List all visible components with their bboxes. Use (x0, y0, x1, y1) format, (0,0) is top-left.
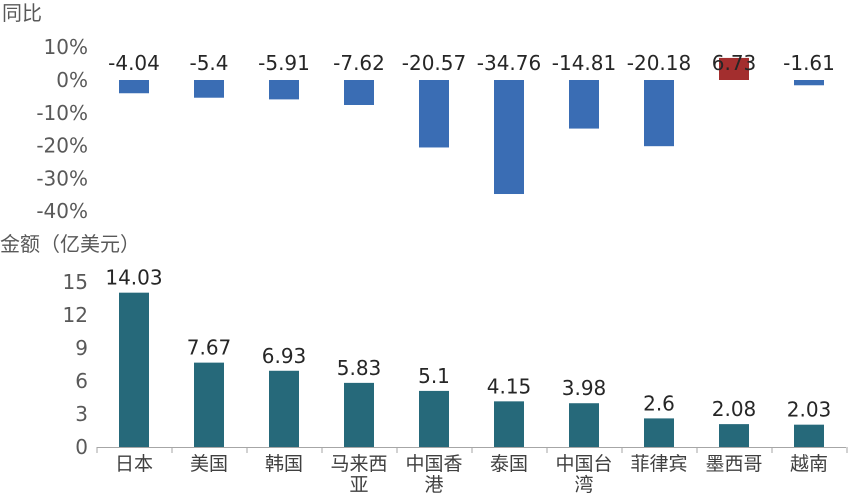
bottom-y-tick-label: 3 (75, 402, 88, 426)
top-bar (194, 80, 224, 98)
top-value-label: -7.62 (333, 51, 385, 75)
bottom-value-label: 6.93 (262, 344, 307, 368)
top-value-label: -5.4 (189, 51, 228, 75)
bottom-value-label: 2.08 (712, 397, 757, 421)
bottom-bar (644, 418, 674, 447)
top-value-label: -14.81 (552, 51, 616, 75)
top-value-label: -20.57 (402, 51, 466, 75)
x-category-label-line: 菲律宾 (630, 453, 687, 475)
bottom-value-label: 2.6 (643, 391, 675, 415)
x-category-label: 韩国 (265, 453, 303, 475)
top-y-tick-label: 10% (44, 35, 88, 59)
top-value-label: -5.91 (258, 51, 310, 75)
top-y-tick-label: 0% (56, 68, 88, 92)
top-bar (569, 80, 599, 129)
x-category-label: 中国香港 (405, 453, 462, 493)
x-category-label-line: 泰国 (490, 453, 528, 475)
x-category-label-line: 中国台 (555, 453, 612, 475)
x-category-label: 美国 (190, 453, 228, 475)
x-category-label: 越南 (790, 453, 828, 475)
x-category-label-line: 越南 (790, 453, 828, 475)
bottom-value-label: 4.15 (487, 374, 532, 398)
top-value-label: -34.76 (477, 51, 541, 75)
top-y-tick-label: -30% (36, 166, 88, 190)
bottom-bar (269, 370, 299, 447)
top-y-tick-label: -20% (36, 134, 88, 158)
top-value-label: 6.73 (712, 51, 757, 75)
top-bar (419, 80, 449, 148)
bottom-bar (344, 382, 374, 447)
bottom-value-label: 14.03 (105, 266, 162, 290)
bottom-bar (194, 362, 224, 447)
bottom-y-tick-label: 9 (75, 336, 88, 360)
x-category-label: 马来西亚 (330, 453, 387, 493)
x-category-label-line: 湾 (574, 474, 593, 493)
bottom-y-axis-title: 金额（亿美元） (0, 232, 140, 256)
x-category-label-line: 中国香 (405, 453, 462, 475)
top-bar (269, 80, 299, 100)
top-bar (344, 80, 374, 105)
bottom-bar (494, 401, 524, 447)
top-bar (119, 80, 149, 94)
x-category-label-line: 墨西哥 (705, 453, 762, 475)
bottom-y-tick-label: 6 (75, 369, 88, 393)
top-value-label: -20.18 (627, 51, 691, 75)
top-value-label: -1.61 (783, 51, 835, 75)
x-category-label: 墨西哥 (705, 453, 762, 475)
top-y-tick-label: -40% (36, 199, 88, 223)
bottom-y-tick-label: 0 (75, 435, 88, 459)
bottom-bar (794, 424, 824, 447)
top-bar (644, 80, 674, 147)
x-category-label-line: 韩国 (265, 453, 303, 475)
bottom-bar (719, 424, 749, 447)
x-category-label-line: 日本 (115, 453, 153, 475)
bottom-bar (419, 390, 449, 447)
bottom-bar (569, 403, 599, 447)
top-bar (494, 80, 524, 195)
x-category-label-line: 亚 (349, 474, 368, 493)
x-category-label-line: 美国 (190, 453, 228, 475)
x-category-label-line: 港 (424, 474, 443, 493)
bottom-y-tick-label: 12 (63, 303, 88, 327)
bottom-value-label: 7.67 (187, 336, 232, 360)
bottom-value-label: 3.98 (562, 376, 607, 400)
x-category-label: 日本 (115, 453, 153, 475)
x-category-label: 泰国 (490, 453, 528, 475)
top-value-label: -4.04 (108, 51, 160, 75)
bottom-value-label: 5.1 (418, 364, 450, 388)
x-category-label-line: 马来西 (330, 453, 387, 475)
bottom-value-label: 2.03 (787, 398, 832, 422)
top-bar (794, 80, 824, 86)
top-bar (719, 57, 749, 80)
bottom-bar (119, 292, 149, 447)
bottom-y-tick-label: 15 (63, 270, 88, 294)
x-category-label: 菲律宾 (630, 453, 687, 475)
bottom-value-label: 5.83 (337, 356, 382, 380)
x-category-label: 中国台湾 (555, 453, 612, 493)
top-y-axis-title: 同比 (2, 1, 42, 25)
top-y-tick-label: -10% (36, 101, 88, 125)
